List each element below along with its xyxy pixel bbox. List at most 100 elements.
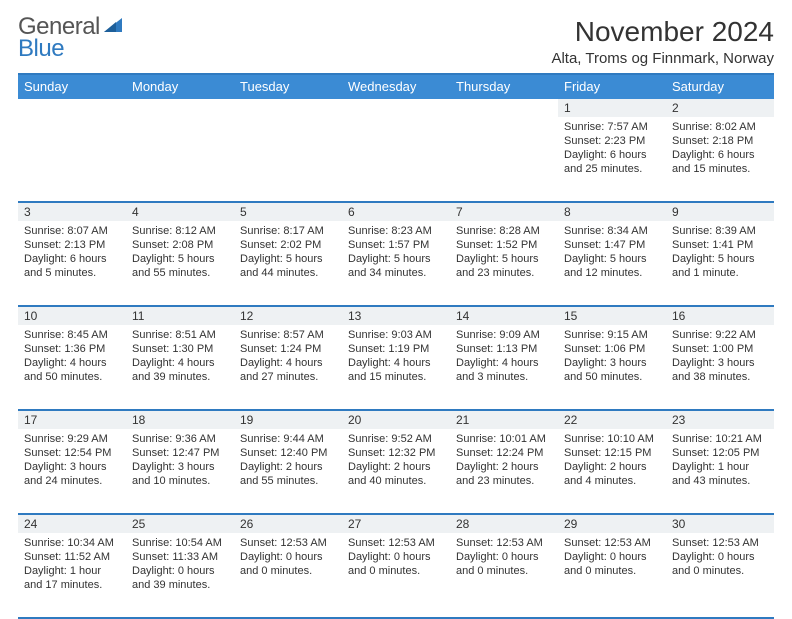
sunset-text: Sunset: 2:23 PM	[564, 134, 660, 148]
sunrise-text: Sunrise: 10:10 AM	[564, 432, 660, 446]
daynum-row: 17181920212223	[18, 411, 774, 429]
calendar-week: 10111213141516Sunrise: 8:45 AMSunset: 1:…	[18, 307, 774, 411]
sunset-text: Sunset: 11:33 AM	[132, 550, 228, 564]
day-number-cell: 29	[558, 515, 666, 533]
weekday-header: Monday	[126, 75, 234, 99]
calendar-page: General Blue November 2024 Alta, Troms o…	[0, 0, 792, 619]
day-cell: Sunrise: 8:39 AMSunset: 1:41 PMDaylight:…	[666, 221, 774, 305]
sunset-text: Sunset: 1:57 PM	[348, 238, 444, 252]
sunrise-text: Sunrise: 8:57 AM	[240, 328, 336, 342]
day-cell: Sunrise: 10:10 AMSunset: 12:15 PMDayligh…	[558, 429, 666, 513]
day-number-cell: 12	[234, 307, 342, 325]
location-subtitle: Alta, Troms og Finnmark, Norway	[551, 50, 774, 67]
day-number-cell: 1	[558, 99, 666, 117]
weekday-header: Thursday	[450, 75, 558, 99]
day-cell: Sunrise: 10:21 AMSunset: 12:05 PMDayligh…	[666, 429, 774, 513]
sunrise-text: Sunrise: 8:17 AM	[240, 224, 336, 238]
day-number: 5	[240, 205, 247, 219]
daylight-text: Daylight: 2 hours and 4 minutes.	[564, 460, 660, 488]
daylight-text: Daylight: 5 hours and 55 minutes.	[132, 252, 228, 280]
day-number-cell: 27	[342, 515, 450, 533]
sunrise-text: Sunrise: 9:52 AM	[348, 432, 444, 446]
day-number: 14	[456, 309, 469, 323]
day-number-cell: 8	[558, 203, 666, 221]
daylight-text: Daylight: 5 hours and 44 minutes.	[240, 252, 336, 280]
day-cell: Sunrise: 10:01 AMSunset: 12:24 PMDayligh…	[450, 429, 558, 513]
sunrise-text: Sunrise: 9:22 AM	[672, 328, 768, 342]
daylight-text: Daylight: 3 hours and 24 minutes.	[24, 460, 120, 488]
sunrise-text: Sunrise: 9:15 AM	[564, 328, 660, 342]
day-number-cell	[342, 99, 450, 117]
day-number-cell: 6	[342, 203, 450, 221]
day-number-cell: 20	[342, 411, 450, 429]
day-number-cell: 5	[234, 203, 342, 221]
daylight-text: Daylight: 2 hours and 23 minutes.	[456, 460, 552, 488]
weekday-header: Wednesday	[342, 75, 450, 99]
page-header: General Blue November 2024 Alta, Troms o…	[18, 16, 774, 67]
sunset-text: Sunset: 1:19 PM	[348, 342, 444, 356]
day-number: 11	[132, 309, 144, 323]
brand-bottom: Blue	[18, 35, 64, 62]
day-cell: Sunrise: 10:54 AMSunset: 11:33 AMDayligh…	[126, 533, 234, 617]
empty-cell	[342, 117, 450, 201]
daylight-text: Daylight: 2 hours and 55 minutes.	[240, 460, 336, 488]
day-number: 25	[132, 517, 145, 531]
sunset-text: Sunset: 12:53 AM	[456, 536, 552, 550]
brand-logo: General Blue	[18, 16, 124, 60]
day-cell: Sunrise: 8:12 AMSunset: 2:08 PMDaylight:…	[126, 221, 234, 305]
day-cell: Sunrise: 9:15 AMSunset: 1:06 PMDaylight:…	[558, 325, 666, 409]
daylight-text: Daylight: 4 hours and 3 minutes.	[456, 356, 552, 384]
weekday-header-row: SundayMondayTuesdayWednesdayThursdayFrid…	[18, 75, 774, 99]
sunset-text: Sunset: 1:47 PM	[564, 238, 660, 252]
day-number-cell: 18	[126, 411, 234, 429]
calendar-week: 12Sunrise: 7:57 AMSunset: 2:23 PMDayligh…	[18, 99, 774, 203]
sunrise-text: Sunrise: 10:01 AM	[456, 432, 552, 446]
day-cell: Sunrise: 9:52 AMSunset: 12:32 PMDaylight…	[342, 429, 450, 513]
day-cell: Sunrise: 9:22 AMSunset: 1:00 PMDaylight:…	[666, 325, 774, 409]
sunrise-text: Sunrise: 8:07 AM	[24, 224, 120, 238]
daylight-text: Daylight: 0 hours and 0 minutes.	[240, 550, 336, 578]
daylight-text: Daylight: 0 hours and 0 minutes.	[348, 550, 444, 578]
day-number-cell: 30	[666, 515, 774, 533]
sunrise-text: Sunrise: 8:12 AM	[132, 224, 228, 238]
day-number: 4	[132, 205, 139, 219]
sunset-text: Sunset: 1:00 PM	[672, 342, 768, 356]
day-number: 13	[348, 309, 361, 323]
sunset-text: Sunset: 2:18 PM	[672, 134, 768, 148]
day-number: 21	[456, 413, 469, 427]
day-number: 24	[24, 517, 37, 531]
daylight-text: Daylight: 3 hours and 38 minutes.	[672, 356, 768, 384]
day-cell: Sunrise: 8:51 AMSunset: 1:30 PMDaylight:…	[126, 325, 234, 409]
sunset-text: Sunset: 1:24 PM	[240, 342, 336, 356]
daynum-row: 24252627282930	[18, 515, 774, 533]
day-number-cell: 25	[126, 515, 234, 533]
day-number-cell: 14	[450, 307, 558, 325]
day-cell: Sunrise: 9:44 AMSunset: 12:40 PMDaylight…	[234, 429, 342, 513]
daylight-text: Daylight: 6 hours and 15 minutes.	[672, 148, 768, 176]
sunrise-text: Sunrise: 8:34 AM	[564, 224, 660, 238]
daylight-text: Daylight: 1 hour and 43 minutes.	[672, 460, 768, 488]
day-number: 10	[24, 309, 37, 323]
day-number: 8	[564, 205, 571, 219]
sunrise-text: Sunrise: 9:29 AM	[24, 432, 120, 446]
day-number: 1	[564, 101, 571, 115]
empty-cell	[234, 117, 342, 201]
calendar-week: 3456789Sunrise: 8:07 AMSunset: 2:13 PMDa…	[18, 203, 774, 307]
day-number: 6	[348, 205, 355, 219]
week-body-row: Sunrise: 7:57 AMSunset: 2:23 PMDaylight:…	[18, 117, 774, 201]
day-cell: Sunset: 12:53 AMDaylight: 0 hours and 0 …	[342, 533, 450, 617]
day-number: 26	[240, 517, 253, 531]
day-number-cell: 16	[666, 307, 774, 325]
day-cell: Sunset: 12:53 AMDaylight: 0 hours and 0 …	[450, 533, 558, 617]
day-number: 18	[132, 413, 145, 427]
day-cell: Sunrise: 8:02 AMSunset: 2:18 PMDaylight:…	[666, 117, 774, 201]
sunrise-text: Sunrise: 8:02 AM	[672, 120, 768, 134]
sunset-text: Sunset: 12:53 AM	[564, 536, 660, 550]
day-number: 7	[456, 205, 463, 219]
day-number-cell	[18, 99, 126, 117]
sunset-text: Sunset: 1:06 PM	[564, 342, 660, 356]
day-number: 27	[348, 517, 361, 531]
sunrise-text: Sunrise: 10:34 AM	[24, 536, 120, 550]
sunset-text: Sunset: 12:53 AM	[348, 536, 444, 550]
daylight-text: Daylight: 5 hours and 12 minutes.	[564, 252, 660, 280]
